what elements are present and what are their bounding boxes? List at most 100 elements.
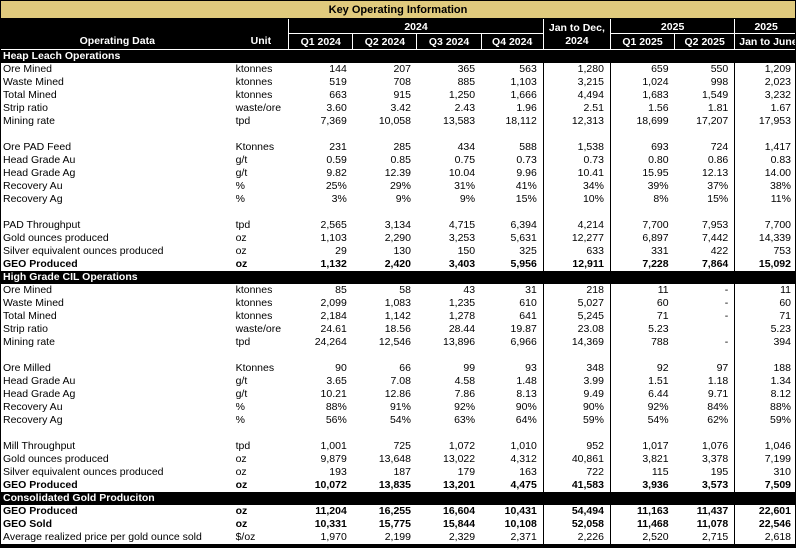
row-unit: oz xyxy=(235,245,247,257)
row-unit: g/t xyxy=(235,167,248,179)
cell-value: 90 xyxy=(335,362,347,374)
cell-value xyxy=(542,349,611,362)
cell-value: 10,058 xyxy=(378,115,411,127)
cell-value: 9.96 xyxy=(516,167,537,179)
row-label: Head Grade Au xyxy=(3,154,76,166)
section-title: Heap Leach Operations xyxy=(1,49,795,63)
cell-value: 25% xyxy=(325,180,347,192)
row-label: GEO Produced xyxy=(3,258,78,270)
cell-value: 7,199 xyxy=(734,453,795,466)
cell-value: 1,683 xyxy=(609,89,675,102)
spacer-row xyxy=(1,128,795,141)
row-unit: tpd xyxy=(235,336,251,348)
cell-value: 195 xyxy=(710,466,729,478)
header-column-row: Operating Data Unit Q1 2024 Q2 2024 Q3 2… xyxy=(1,33,795,50)
cell-value: 17,207 xyxy=(696,115,729,127)
cell-value: 3,573 xyxy=(701,479,729,491)
table-row: Head Grade Au g/t 0.59 0.85 0.75 0.73 0.73 0.80… xyxy=(1,154,795,167)
row-unit: g/t xyxy=(235,375,248,387)
cell-value: 90% xyxy=(542,401,611,414)
cell-value xyxy=(675,206,735,219)
cell-value xyxy=(542,427,611,440)
cell-value: 13,648 xyxy=(378,453,411,465)
cell-value: 725 xyxy=(393,440,411,452)
cell-value: 10,431 xyxy=(504,505,537,517)
cell-value: 13,022 xyxy=(442,453,476,465)
row-label: Mining rate xyxy=(3,115,55,127)
cell-value: 12,546 xyxy=(378,336,411,348)
cell-value: 11,078 xyxy=(696,518,729,530)
spacer-row xyxy=(1,349,795,362)
cell-value: 13,201 xyxy=(442,479,476,491)
cell-value: 6,897 xyxy=(609,232,675,245)
cell-value: 23.08 xyxy=(542,323,611,336)
cell-value: 422 xyxy=(710,245,729,257)
cell-value: 99 xyxy=(463,362,476,374)
cell-value: 2,618 xyxy=(734,531,795,544)
cell-value: 24,264 xyxy=(314,336,347,348)
row-unit: Ktonnes xyxy=(235,141,275,153)
cell-value xyxy=(675,323,735,336)
row-unit: waste/ore xyxy=(235,323,282,335)
cell-value: 6.44 xyxy=(609,388,675,401)
cell-value: 31% xyxy=(454,180,476,192)
cell-value: 10,331 xyxy=(314,518,347,530)
spacer-row xyxy=(1,427,795,440)
table-row: Head Grade Ag g/t 10.21 12.86 7.86 8.13 9.49 6.… xyxy=(1,388,795,401)
cell-value: 4,494 xyxy=(542,89,611,102)
table-row: Mining rate tpd 24,264 12,546 13,896 6,966 14,… xyxy=(1,336,795,349)
row-unit: $/oz xyxy=(235,531,256,543)
row-unit: % xyxy=(235,401,245,413)
cell-value: 915 xyxy=(393,89,411,101)
cell-value: 10,108 xyxy=(504,518,537,530)
cell-value xyxy=(675,427,735,440)
cell-value xyxy=(609,206,675,219)
cell-value: 4.58 xyxy=(454,375,476,387)
cell-value: 62% xyxy=(707,414,729,426)
cell-value: 84% xyxy=(707,401,729,413)
cell-value: 1.81 xyxy=(707,102,729,114)
row-label: PAD Throughput xyxy=(3,219,81,231)
row-label xyxy=(1,206,234,219)
cell-value: 15% xyxy=(515,193,537,205)
cell-value: 1.51 xyxy=(609,375,675,388)
cell-value: 1,970 xyxy=(320,531,347,543)
cell-value: 92% xyxy=(454,401,476,413)
row-unit: ktonnes xyxy=(235,297,273,309)
cell-value: 37% xyxy=(707,180,729,192)
cell-value: 13,835 xyxy=(378,479,411,491)
row-label: GEO Sold xyxy=(3,518,53,530)
cell-value xyxy=(481,206,543,219)
cell-value: 0.73 xyxy=(542,154,611,167)
row-label: Waste Mined xyxy=(3,76,64,88)
cell-value: 5.23 xyxy=(734,323,795,336)
cell-value: 0.80 xyxy=(609,154,675,167)
cell-value: 88% xyxy=(734,401,795,414)
row-unit: oz xyxy=(235,518,248,530)
row-unit: ktonnes xyxy=(235,284,273,296)
row-label: Recovery Au xyxy=(3,180,63,192)
table-row: Gold ounces produced oz 9,879 13,648 13,022 4… xyxy=(1,453,795,466)
row-unit: ktonnes xyxy=(235,63,273,75)
header-group-row: 2024 Jan to Dec, 2025 2025 xyxy=(1,19,795,34)
cell-value: 14,339 xyxy=(734,232,795,245)
cell-value: 9% xyxy=(459,193,476,205)
cell-value: 0.86 xyxy=(707,154,729,166)
cell-value: 92 xyxy=(609,362,675,375)
cell-value: 3.60 xyxy=(326,102,347,114)
cell-value: 91% xyxy=(389,401,411,413)
cell-value: 38% xyxy=(734,180,795,193)
cell-value: 11,437 xyxy=(696,505,729,517)
header-group-2025b: 2025 xyxy=(734,19,795,34)
cell-value xyxy=(609,427,675,440)
cell-value: 52,058 xyxy=(542,518,611,531)
cell-value: 10.04 xyxy=(448,167,476,179)
cell-value: 519 xyxy=(329,76,347,88)
cell-value: 150 xyxy=(457,245,476,257)
table-row: Recovery Au% 25% 29% 31% 41% 34% 39% 37% 38% xyxy=(1,180,795,193)
cell-value: 64% xyxy=(515,414,537,426)
cell-value: 563 xyxy=(519,63,537,75)
cell-value: 34% xyxy=(542,180,611,193)
cell-value: 1,103 xyxy=(510,76,537,88)
cell-value: 15.95 xyxy=(609,167,675,180)
